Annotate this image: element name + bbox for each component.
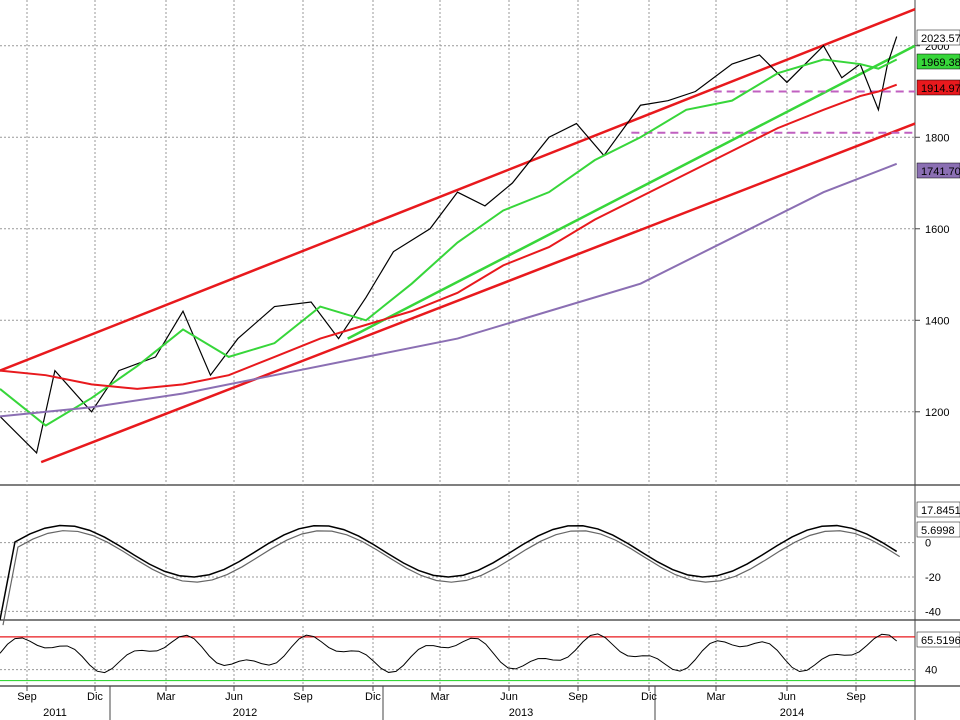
x-tick-label-0: Sep: [17, 691, 37, 703]
last-value-label-3: 1741.70: [921, 166, 960, 178]
rsi-line: [0, 633, 898, 674]
year-label-1: 2012: [233, 707, 257, 719]
osc-last-value-label-0: 17.8451: [921, 505, 960, 517]
x-tick-label-1: Dic: [87, 691, 103, 703]
osc-last-value-badge-0: [916, 501, 960, 518]
channel-line-0: [0, 7, 916, 372]
price-series-0: [0, 36, 898, 455]
y-tick-price-1: 1400: [925, 315, 949, 327]
x-tick-label-10: Mar: [707, 691, 726, 703]
last-value-badge-3: [916, 162, 960, 179]
y-tick-osc-0: 0: [925, 538, 931, 550]
price-series-1: [0, 58, 898, 427]
x-tick-label-7: Jun: [500, 691, 518, 703]
x-tick-label-9: Dic: [641, 691, 657, 703]
y-tick-price-2: 1600: [925, 224, 949, 236]
x-tick-label-5: Dic: [365, 691, 381, 703]
last-value-label-1: 1969.38: [921, 57, 960, 69]
last-value-label-2: 1914.97: [921, 83, 960, 95]
x-tick-label-6: Mar: [431, 691, 450, 703]
y-tick-osc-2: -40: [925, 606, 941, 618]
y-tick-rsi-0: 40: [925, 665, 937, 677]
year-label-3: 2014: [780, 707, 804, 719]
x-tick-label-11: Jun: [778, 691, 796, 703]
osc-main-line: [0, 524, 898, 621]
last-value-badge-1: [916, 53, 960, 70]
x-tick-label-2: Mar: [157, 691, 176, 703]
last-value-badge-2: [916, 79, 960, 96]
x-tick-label-4: Sep: [293, 691, 313, 703]
price-series-3: [0, 162, 898, 418]
x-tick-label-12: Sep: [846, 691, 866, 703]
rsi-last-value-label-0: 65.5196: [921, 635, 960, 647]
year-label-2: 2013: [509, 707, 533, 719]
osc-last-value-label-1: 5.6998: [921, 525, 955, 537]
y-tick-price-3: 1800: [925, 132, 949, 144]
osc-last-value-badge-1: [916, 521, 960, 538]
x-tick-label-8: Sep: [568, 691, 588, 703]
price-series-2: [0, 83, 898, 390]
osc-signal-line: [2, 530, 901, 626]
last-value-badge-0: [916, 29, 960, 46]
last-value-label-0: 2023.57: [921, 33, 960, 45]
channel-line-2: [347, 44, 916, 340]
y-tick-osc-1: -20: [925, 572, 941, 584]
rsi-last-value-badge-0: [916, 631, 960, 648]
x-tick-label-3: Jun: [225, 691, 243, 703]
y-tick-price-0: 1200: [925, 407, 949, 419]
channel-line-1: [40, 122, 916, 464]
year-label-0: 2011: [43, 707, 67, 719]
